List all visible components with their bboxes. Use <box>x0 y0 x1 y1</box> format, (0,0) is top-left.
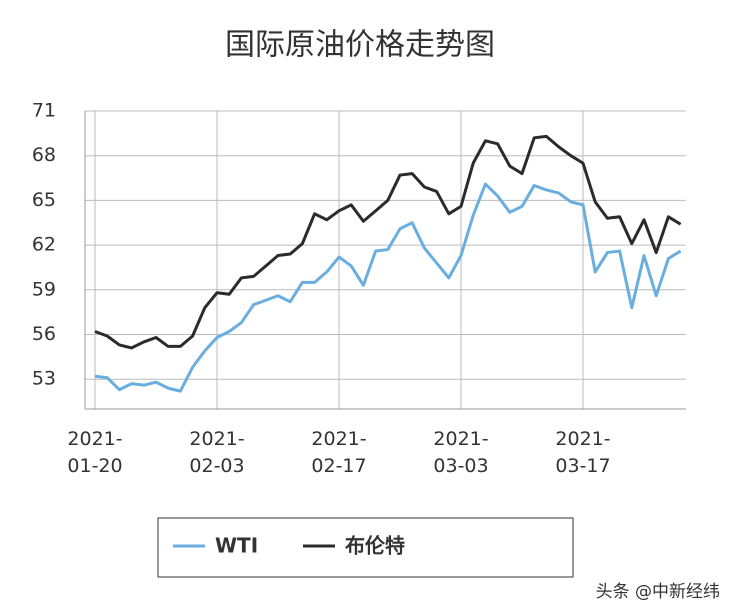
legend-label: 布伦特 <box>345 534 405 558</box>
legend-label: WTI <box>215 534 258 558</box>
x-tick-label: 2021- 03-03 <box>433 428 489 477</box>
watermark: 头条 @中新经纬 <box>596 582 720 602</box>
y-tick-label: 68 <box>32 144 56 166</box>
y-tick-label: 71 <box>32 100 56 122</box>
x-tick-label: 2021- 03-17 <box>555 428 611 477</box>
y-tick-label: 62 <box>32 234 56 256</box>
y-tick-label: 53 <box>32 368 56 390</box>
line-series <box>94 134 682 350</box>
line-series <box>94 182 682 393</box>
y-tick-label: 56 <box>32 323 56 345</box>
x-tick-label: 2021- 02-03 <box>189 428 245 477</box>
legend-box <box>157 517 574 578</box>
x-tick-label: 2021- 02-17 <box>311 428 367 477</box>
y-tick-label: 59 <box>32 278 56 300</box>
y-tick-label: 65 <box>32 189 56 211</box>
x-tick-label: 2021- 01-20 <box>67 428 123 477</box>
chart-title: 国际原油价格走势图 <box>225 28 495 63</box>
